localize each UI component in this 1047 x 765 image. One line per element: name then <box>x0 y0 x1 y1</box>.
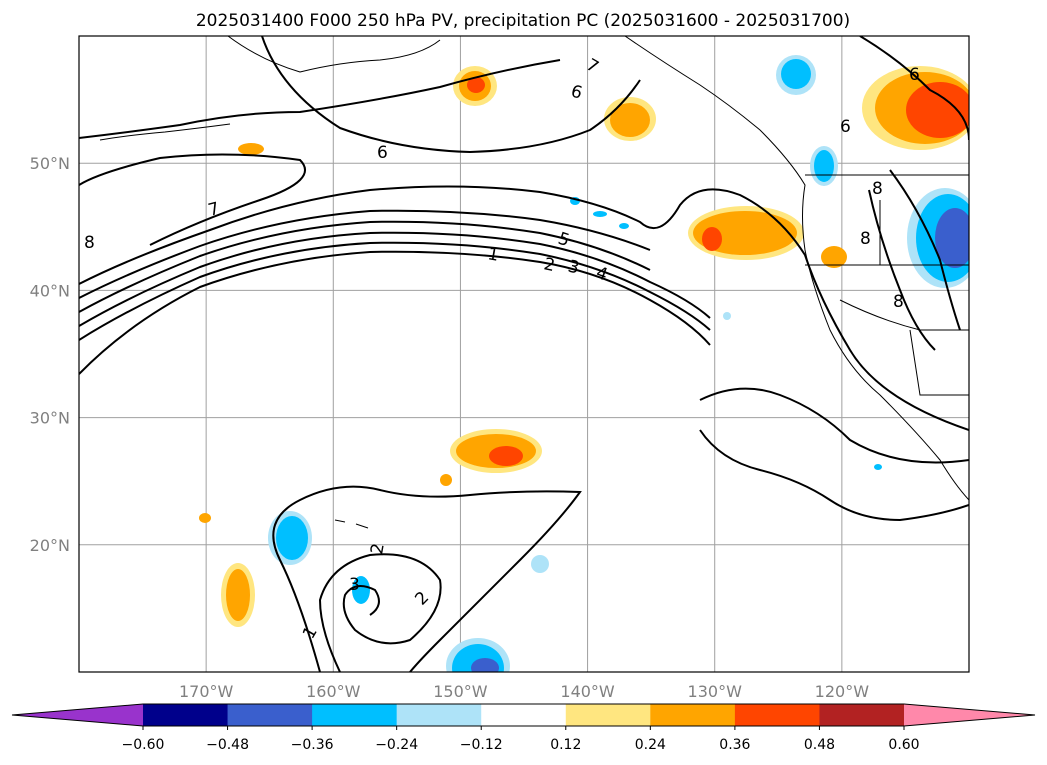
precip-negative-blob <box>814 150 834 182</box>
pv-contour <box>79 209 651 299</box>
colorbar-tick-label: 0.60 <box>888 737 919 753</box>
pv-contour <box>79 59 561 139</box>
precip-negative-blob <box>935 208 969 268</box>
pv-contour <box>318 553 442 672</box>
colorbar-tick-label: −0.24 <box>375 737 418 753</box>
precip-positive-blob <box>440 474 452 486</box>
colorbar-tick-label: 0.24 <box>635 737 666 753</box>
precip-negative-blob <box>471 658 499 672</box>
precip-shading <box>199 55 969 672</box>
precip-negative-blob <box>874 464 882 470</box>
pv-contour <box>79 231 711 327</box>
x-tick-label: 160°W <box>306 682 361 701</box>
x-tick-label: 150°W <box>433 682 488 701</box>
contour-label: 6 <box>569 82 585 104</box>
x-axis-ticks: 170°W 160°W 150°W 140°W 130°W 120°W <box>179 682 869 701</box>
colorbar-tick-label: −0.60 <box>122 737 165 753</box>
x-tick-label: 130°W <box>688 682 743 701</box>
precip-negative-blob <box>781 59 811 89</box>
pv-contours <box>79 36 969 672</box>
colorbar-segment <box>227 704 313 726</box>
contour-label: 2 <box>542 254 557 276</box>
map-border <box>78 35 970 673</box>
pv-contour <box>261 36 641 154</box>
colorbar-segment <box>819 704 905 726</box>
contour-label: 7 <box>206 199 222 221</box>
chart-title: 2025031400 F000 250 hPa PV, precipitatio… <box>196 11 850 31</box>
colorbar-segment <box>565 704 651 726</box>
pv-contour <box>868 189 936 351</box>
pv-contour <box>79 185 969 431</box>
precip-positive-blob <box>467 77 485 93</box>
map-panel <box>79 36 969 672</box>
colorbar-tick-label: −0.12 <box>460 737 503 753</box>
pv-contour <box>79 241 711 341</box>
colorbar-segment <box>734 704 820 726</box>
pv-contour <box>889 169 961 331</box>
contour-label: 8 <box>872 179 883 199</box>
precip-negative-blob <box>723 312 731 320</box>
precip-positive-blob <box>489 446 523 466</box>
pv-contour <box>79 250 711 375</box>
contour-label: 6 <box>840 117 851 137</box>
pv-contour <box>699 429 969 522</box>
y-tick-label: 20°N <box>30 536 70 555</box>
contour-label: 6 <box>377 143 388 163</box>
pv-contour <box>272 485 582 672</box>
pv-contour <box>859 36 969 141</box>
contour-label: 6 <box>909 65 920 85</box>
pv-contour <box>699 387 969 464</box>
precip-positive-blob <box>199 513 211 523</box>
x-tick-label: 120°W <box>815 682 870 701</box>
y-tick-label: 40°N <box>30 281 70 300</box>
x-tick-label: 140°W <box>560 682 615 701</box>
x-tick-label: 170°W <box>179 682 234 701</box>
contour-label: 3 <box>349 575 360 595</box>
precip-positive-blob <box>238 143 264 155</box>
y-tick-label: 50°N <box>30 154 70 173</box>
contour-label: 2 <box>367 542 389 556</box>
precip-positive-blob <box>821 246 847 268</box>
colorbar-extend-max <box>904 704 1035 726</box>
precip-positive-blob <box>226 569 250 621</box>
precip-negative-blob <box>352 576 370 604</box>
contour-label: 8 <box>893 292 904 312</box>
colorbar-segment <box>143 704 229 726</box>
colorbar-extend-min <box>12 704 143 726</box>
precip-positive-blob <box>702 227 722 251</box>
pv-contour <box>79 153 306 246</box>
contour-label: 1 <box>486 244 500 266</box>
colorbar-segment <box>312 704 398 726</box>
colorbar-segment <box>650 704 736 726</box>
precip-negative-blob <box>276 516 308 560</box>
colorbar-segment <box>396 704 482 726</box>
precip-negative-blob <box>619 223 629 229</box>
contour-label: 8 <box>860 229 871 249</box>
pv-contour <box>79 220 651 313</box>
colorbar-tick-label: 0.36 <box>719 737 750 753</box>
precip-positive-blob <box>906 82 969 138</box>
contour-label: 3 <box>566 257 582 279</box>
colorbar-tick-label: 0.48 <box>804 737 835 753</box>
y-tick-label: 30°N <box>30 409 70 428</box>
precip-positive-blob <box>610 103 650 137</box>
colorbar-tick-label: 0.12 <box>550 737 581 753</box>
colorbar-segment <box>481 704 567 726</box>
y-axis-ticks: 20°N 30°N 40°N 50°N <box>30 154 70 555</box>
coastlines <box>99 36 969 529</box>
precip-negative-blob <box>593 211 607 217</box>
colorbar-tick-label: −0.36 <box>291 737 334 753</box>
precip-negative-blob <box>531 555 549 573</box>
colorbar-tick-label: −0.48 <box>206 737 249 753</box>
colorbar: −0.60 −0.48 −0.36 −0.24 −0.12 0.12 0.24 0.36 0.4… <box>11 703 1036 753</box>
contour-label: 8 <box>84 233 95 253</box>
